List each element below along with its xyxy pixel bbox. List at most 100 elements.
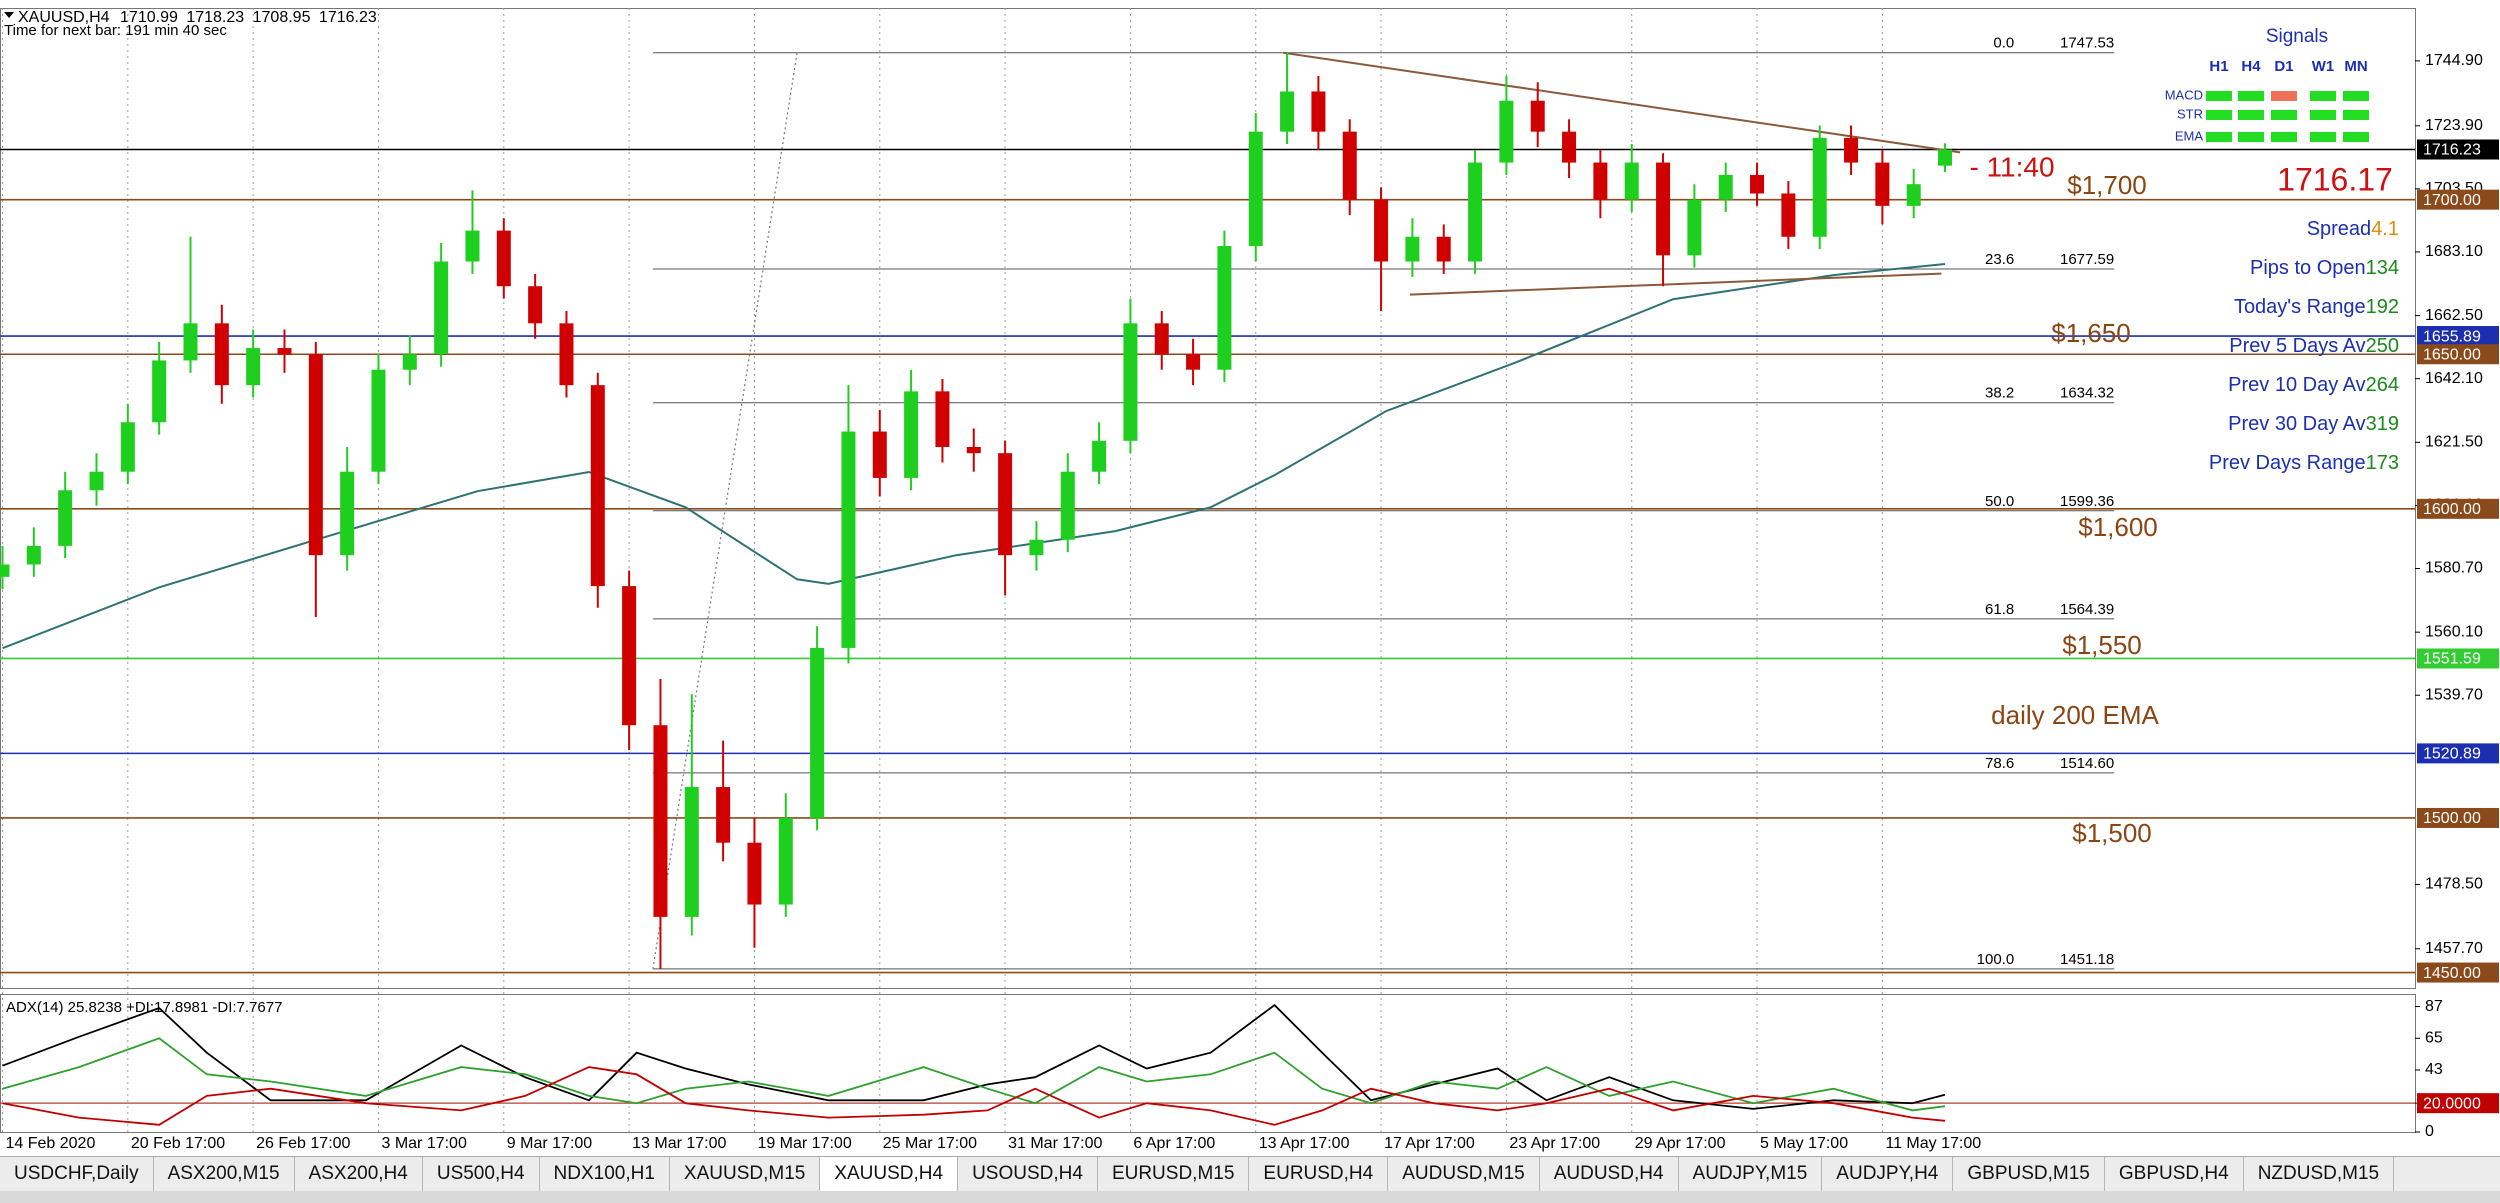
signal-column: H4 [2241, 58, 2261, 75]
chart-tab[interactable]: GBPUSD,M15 [1953, 1157, 2105, 1191]
y-tick-label: 43 [2425, 1061, 2443, 1078]
candle-body [214, 323, 229, 386]
chart-tab[interactable]: AUDUSD,M15 [1388, 1157, 1540, 1191]
x-tick-label: 6 Apr 17:00 [1133, 1135, 1215, 1152]
low: 1708.95 [253, 9, 311, 26]
candle-body [904, 391, 919, 478]
info-value: 264 [2366, 374, 2399, 396]
candle-body [1468, 162, 1483, 262]
chart-tab[interactable]: US500,H4 [422, 1157, 540, 1191]
status-strip [0, 1191, 2500, 1203]
y-tick-label: 1662.50 [2425, 307, 2483, 324]
chart-tab[interactable]: NDX100,H1 [539, 1157, 670, 1191]
candle-body [1687, 199, 1702, 256]
chart-tab[interactable]: AUDJPY,M15 [1678, 1157, 1823, 1191]
info-value: 250 [2366, 335, 2399, 357]
chart-tab[interactable]: AUDUSD,H4 [1539, 1157, 1679, 1191]
price-box [2417, 326, 2499, 347]
trend-line [1409, 272, 1942, 296]
chart-tab[interactable]: GBPUSD,H4 [2104, 1157, 2244, 1191]
info-label: Prev 5 Days Av [2229, 335, 2365, 357]
signal-box [2310, 110, 2336, 120]
fib-price-label: 1747.53 [2060, 35, 2114, 52]
y-tick-label: 1457.70 [2425, 940, 2483, 957]
candle-body [0, 564, 10, 577]
candle-body [1280, 91, 1295, 132]
signal-box [2343, 110, 2369, 120]
trend-line [1283, 51, 1961, 154]
chart-tab[interactable]: XAUUSD,M15 [669, 1157, 821, 1191]
candle-body [1938, 149, 1953, 166]
candle-body [1875, 162, 1890, 206]
chart-tab[interactable]: AUDJPY,H4 [1822, 1157, 1954, 1191]
price-box-label: 1600.00 [2423, 501, 2481, 518]
candle-body [246, 348, 261, 386]
fib-level-label: 38.2 [1985, 385, 2014, 402]
x-tick-label: 13 Mar 17:00 [632, 1135, 726, 1152]
chart-tab[interactable]: NZDUSD,M15 [2243, 1157, 2395, 1191]
annotation: $1,500 [2072, 818, 2152, 848]
info-value: 134 [2366, 257, 2399, 279]
chart-tab[interactable]: ASX200,M15 [153, 1157, 295, 1191]
candle-body [1906, 184, 1921, 206]
x-tick-label: 20 Feb 17:00 [131, 1135, 225, 1152]
candle-body [371, 369, 386, 472]
info-line: Pips to Open134 [2250, 257, 2399, 279]
chart-tab[interactable]: ASX200,H4 [294, 1157, 423, 1191]
adx-title: ADX(14) 25.8238 +DI:17.8981 -DI:7.7677 [6, 999, 282, 1016]
price-box [2417, 498, 2499, 519]
candle-body [1499, 100, 1514, 163]
price-box [2417, 962, 2499, 983]
info-line: Prev 10 Day Av264 [2228, 374, 2399, 396]
signal-column: W1 [2312, 58, 2335, 75]
signal-column: D1 [2274, 58, 2293, 75]
candle-body [998, 453, 1013, 556]
y-tick-label: 1642.10 [2425, 370, 2483, 387]
adx-line [2, 1066, 1946, 1126]
info-label: Spread [2307, 218, 2372, 240]
fib-price-label: 1634.32 [2060, 385, 2114, 402]
signal-box [2271, 132, 2297, 142]
x-tick-label: 11 May 17:00 [1885, 1135, 1981, 1152]
signal-box [2271, 91, 2297, 101]
chart-tab[interactable]: EURUSD,H4 [1249, 1157, 1389, 1191]
candle-body [778, 817, 793, 905]
annotation: - 11:40 [1969, 151, 2054, 182]
fib-level-label: 78.6 [1985, 755, 2014, 772]
chart-tab[interactable]: USDCHF,Daily [0, 1157, 154, 1191]
candle-body [559, 323, 574, 386]
fib-price-label: 1514.60 [2060, 755, 2114, 772]
candle-body [528, 286, 543, 324]
x-tick-label: 25 Mar 17:00 [883, 1135, 977, 1152]
adx-line [2, 1003, 1946, 1110]
candle-body [1750, 174, 1765, 194]
candle-body [1186, 354, 1201, 370]
info-value: 4.1 [2371, 218, 2399, 240]
candle-body [183, 323, 198, 361]
y-tick-label: 1723.90 [2425, 117, 2483, 134]
chart-tab[interactable]: XAUUSD,H4 [820, 1157, 959, 1193]
chart-tab[interactable]: USOUSD,H4 [958, 1157, 1098, 1191]
candle-body [1530, 100, 1545, 132]
signal-box [2238, 110, 2264, 120]
signal-row-label: MACD [2165, 87, 2203, 102]
candle-body [1844, 137, 1859, 163]
signal-box [2238, 132, 2264, 142]
candle-body [434, 261, 449, 355]
y-tick-label: 65 [2425, 1029, 2443, 1046]
x-tick-label: 5 May 17:00 [1760, 1135, 1848, 1152]
signal-box [2238, 91, 2264, 101]
annotation: $1,700 [2067, 170, 2147, 200]
chart-tab[interactable]: EURUSD,M15 [1097, 1157, 1250, 1191]
y-tick-label: 87 [2425, 998, 2443, 1015]
symbol: XAUUSD,H4 [18, 9, 110, 26]
candle-body [496, 230, 511, 287]
candle-body [622, 586, 637, 726]
price-box [2417, 648, 2499, 669]
price-box [2417, 807, 2499, 828]
fib-level-label: 23.6 [1985, 251, 2014, 268]
bar-timer: Time for next bar: 191 min 40 sec [4, 22, 227, 39]
price-box-label: 1700.00 [2423, 192, 2481, 209]
info-value: 192 [2366, 296, 2399, 318]
x-tick-label: 17 Apr 17:00 [1384, 1135, 1475, 1152]
